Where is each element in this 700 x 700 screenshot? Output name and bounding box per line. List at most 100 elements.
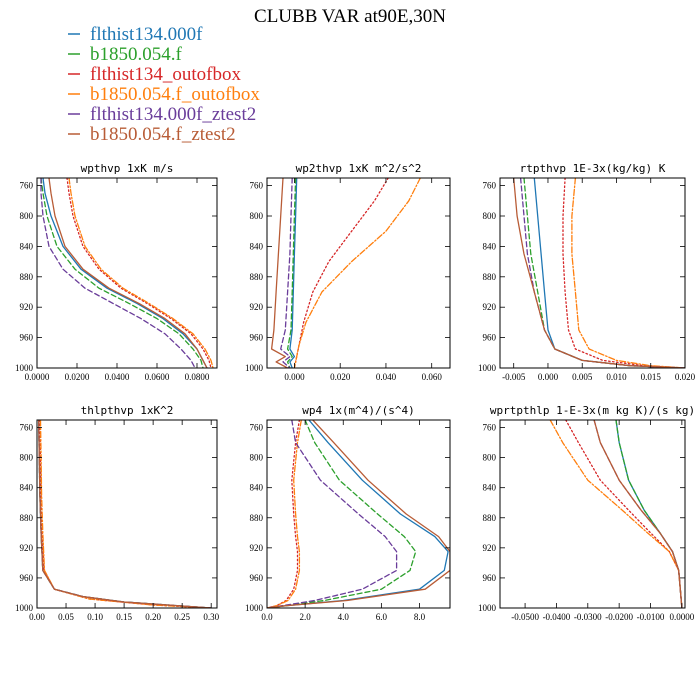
x-tick-label: 0.010 — [606, 372, 627, 382]
series-line-b1850-054-f — [267, 420, 417, 608]
series-line-b1850-054-f-ztest2 — [267, 420, 450, 608]
legend-entry-label: flthist134.000f_ztest2 — [90, 104, 256, 125]
y-tick-label: 920 — [250, 543, 264, 553]
series-line-flthist134-000f-ztest2 — [38, 420, 212, 608]
y-tick-label: 960 — [250, 573, 264, 583]
x-tick-label: 4.0 — [338, 612, 350, 622]
y-tick-label: 760 — [250, 181, 264, 191]
x-tick-label: 0.0600 — [145, 372, 170, 382]
series-line-flthist134-000f — [267, 420, 449, 608]
y-tick-label: 1000 — [478, 363, 497, 373]
x-tick-label: -0.0300 — [574, 612, 602, 622]
panels: wpthvp 1xK m/s10009609208808408007600.00… — [15, 162, 696, 622]
series-line-b1850-054-f — [40, 178, 204, 368]
series-group — [513, 178, 685, 368]
x-tick-label: 8.0 — [414, 612, 426, 622]
y-tick-label: 960 — [20, 333, 34, 343]
series-line-flthist134-000f — [38, 420, 212, 608]
panel: wp2thvp 1xK m^2/s^2 1000 960 920 880 840 800 76… — [245, 162, 451, 382]
series-line-b1850-054-f-ztest2 — [513, 178, 685, 368]
series-line-b1850-054-f — [615, 420, 683, 608]
axis-frame — [266, 177, 451, 369]
series-line-b1850-054-f-outofbox — [39, 420, 212, 608]
y-tick-label: 1000 — [245, 363, 264, 373]
y-tick-label: 920 — [20, 543, 34, 553]
y-tick-label: 840 — [20, 483, 34, 493]
figure-title: CLUBB VAR at90E,30N — [254, 6, 446, 27]
x-tick-label: 0.0800 — [185, 372, 210, 382]
y-tick-label: 960 — [20, 573, 34, 583]
y-tick-label: 920 — [483, 302, 497, 312]
legend-entry-label: flthist134_outofbox — [90, 64, 241, 85]
x-tick-label: 0.15 — [116, 612, 132, 622]
y-tick-label: 960 — [483, 573, 497, 583]
y-tick-label: 1000 — [15, 603, 34, 613]
x-tick-label: 0.0400 — [105, 372, 130, 382]
x-tick-label: 0.20 — [145, 612, 161, 622]
y-tick-label: 880 — [250, 272, 264, 282]
y-tick-label: 880 — [20, 513, 34, 523]
x-tick-label: 0.060 — [422, 372, 443, 382]
series-line-b1850-054-f — [286, 178, 297, 368]
y-tick-label: 840 — [250, 483, 264, 493]
panel-title: wprtpthlp 1-E-3x(m kg K)/(s kg) — [490, 404, 695, 417]
y-tick-label: 760 — [20, 181, 34, 191]
panel: rtpthvp 1E-3x(kg/kg) K 1000 960 920 880 840 80… — [478, 162, 696, 382]
y-tick-label: 800 — [483, 211, 497, 221]
y-tick-label: 800 — [250, 453, 264, 463]
axis-frame — [499, 177, 686, 369]
series-line-flthist134-000f — [289, 178, 298, 368]
legend: flthist134.000fb1850.054.fflthist134_out… — [68, 24, 260, 145]
y-tick-label: 840 — [250, 241, 264, 251]
y-tick-label: 840 — [20, 241, 34, 251]
x-tick-label: -0.0100 — [637, 612, 665, 622]
series-line-flthist134-000f — [533, 178, 685, 368]
y-tick-label: 840 — [483, 241, 497, 251]
y-tick-label: 920 — [483, 543, 497, 553]
y-tick-label: 920 — [20, 302, 34, 312]
series-line-flthist134-000f-ztest2 — [280, 178, 293, 368]
x-tick-label: 6.0 — [376, 612, 388, 622]
y-tick-label: 760 — [20, 423, 34, 433]
x-tick-label: 0.020 — [330, 372, 351, 382]
y-tick-label: 1000 — [478, 603, 497, 613]
y-tick-label: 1000 — [245, 603, 264, 613]
series-line-flthist134-000f-ztest2 — [40, 178, 196, 368]
axis-frame — [499, 419, 686, 609]
series-line-flthist134-outofbox — [39, 420, 212, 608]
panel: wpthvp 1xK m/s 1000 960 920 880 840 800 760 0.00… — [15, 162, 218, 382]
x-tick-label: 0.040 — [376, 372, 397, 382]
y-tick-label: 760 — [483, 181, 497, 191]
x-tick-label: 2.0 — [300, 612, 312, 622]
y-tick-label: 960 — [483, 333, 497, 343]
series-line-b1850-054-f-ztest2 — [48, 178, 208, 368]
series-line-flthist134-outofbox — [565, 420, 683, 608]
series-line-b1850-054-f-ztest2 — [593, 420, 683, 608]
series-group — [270, 178, 421, 368]
series-line-flthist134-000f-ztest2 — [267, 420, 398, 608]
panel: wp4 1x(m^4)/(s^4) 1000 960 920 880 840 800 760 0… — [245, 404, 451, 622]
y-tick-label: 1000 — [15, 363, 34, 373]
series-line-flthist134-outofbox — [267, 420, 301, 608]
y-tick-label: 800 — [20, 211, 34, 221]
x-tick-label: 0.005 — [572, 372, 593, 382]
panel-title: wpthvp 1xK m/s — [81, 162, 174, 175]
series-group — [40, 178, 214, 368]
axis-frame — [266, 419, 451, 609]
series-line-flthist134-000f — [615, 420, 683, 608]
series-line-b1850-054-f-outofbox — [267, 420, 302, 608]
y-tick-label: 800 — [20, 453, 34, 463]
series-group — [267, 420, 450, 608]
series-line-b1850-054-f-outofbox — [68, 178, 214, 368]
panel-title: wp2thvp 1xK m^2/s^2 — [296, 162, 422, 175]
x-tick-label: 0.0 — [261, 612, 273, 622]
x-tick-label: 0.10 — [87, 612, 103, 622]
series-group — [38, 420, 212, 608]
y-tick-label: 840 — [483, 483, 497, 493]
legend-entry-label: flthist134.000f — [90, 24, 203, 45]
y-tick-label: 800 — [250, 211, 264, 221]
x-tick-label: 0.0000 — [669, 612, 694, 622]
x-tick-label: 0.020 — [675, 372, 696, 382]
series-line-flthist134-outofbox — [562, 178, 685, 368]
